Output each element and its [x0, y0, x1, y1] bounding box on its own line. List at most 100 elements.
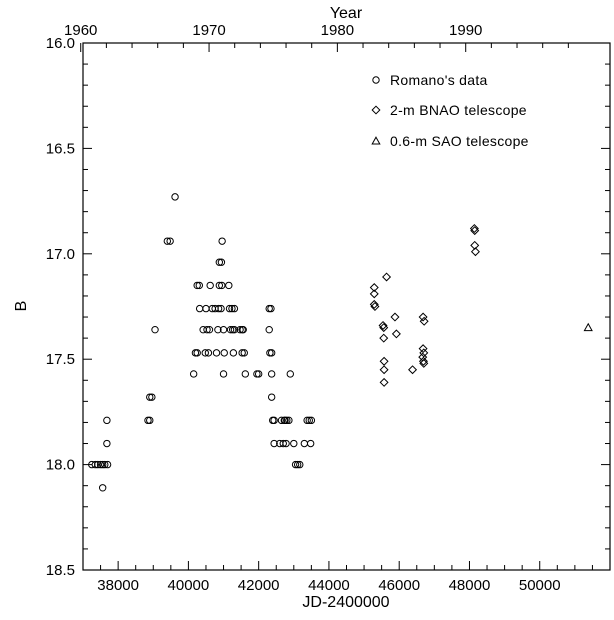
- romano-point: [279, 439, 287, 448]
- y-axis-title: B: [13, 301, 30, 312]
- romano-point: [193, 349, 201, 357]
- romano-point: [239, 325, 247, 334]
- bnao-point: [378, 320, 388, 330]
- y-tick-labels: 16.0 16.5 17.0 17.5 18.0 18.5: [46, 35, 75, 579]
- romano-point: [103, 460, 112, 469]
- romano-point: [103, 439, 111, 448]
- y-tick-label: 17.5: [46, 351, 75, 368]
- romano-point: [219, 325, 228, 334]
- romano-point: [291, 460, 300, 469]
- bnao-point: [469, 223, 479, 234]
- romano-point: [195, 304, 204, 313]
- romano-point: [195, 281, 203, 290]
- year-tick-label: 1970: [192, 22, 225, 39]
- romano-point: [203, 325, 211, 334]
- romano-point: [267, 349, 276, 357]
- bnao-point: [369, 299, 379, 309]
- bnao-point: [390, 312, 400, 322]
- bnao-point: [379, 365, 389, 375]
- bnao-point: [408, 365, 418, 375]
- legend-label-romano: Romano's data: [390, 72, 488, 88]
- x-tick-label: 44000: [308, 577, 350, 594]
- y-tick-label: 18.5: [46, 562, 75, 579]
- romano-point: [307, 416, 316, 425]
- romano-point: [171, 193, 179, 201]
- top-axis-title: Year: [330, 5, 363, 22]
- legend-diamond-marker: [371, 105, 381, 115]
- romano-point: [270, 416, 278, 425]
- bnao-point: [419, 358, 429, 368]
- romano-point: [230, 325, 239, 334]
- romano-point: [205, 325, 214, 334]
- romano-point: [214, 304, 223, 313]
- romano-point: [300, 439, 309, 448]
- romano-point: [214, 325, 222, 334]
- romano-point: [94, 460, 102, 469]
- romano-point: [306, 439, 315, 448]
- romano-point: [101, 460, 109, 469]
- x-tick-label: 42000: [238, 577, 280, 594]
- x-tick-label: 46000: [378, 577, 420, 594]
- romano-point: [215, 281, 224, 290]
- romano-point: [296, 460, 304, 469]
- romano-point: [270, 439, 278, 448]
- romano-point: [286, 370, 294, 378]
- romano-point: [267, 370, 276, 378]
- romano-point: [189, 370, 198, 378]
- romano-point: [283, 416, 291, 425]
- y-tick-label: 17.0: [46, 246, 75, 263]
- bnao-point: [470, 226, 480, 236]
- romano-point: [229, 349, 238, 357]
- romano-point: [228, 304, 236, 313]
- x-tick-label: 48000: [449, 577, 491, 594]
- legend-label-sao: 0.6-m SAO telescope: [390, 133, 529, 149]
- romano-point: [241, 370, 250, 378]
- romano-point: [193, 281, 201, 290]
- bnao-point: [379, 377, 389, 387]
- x-axis-title: JD-2400000: [302, 594, 389, 611]
- year-tick-label: 1960: [64, 22, 97, 39]
- romano-point: [218, 281, 226, 290]
- legend-diamond-icon: [371, 105, 381, 115]
- romano-point: [265, 325, 273, 334]
- bnao-point: [379, 323, 389, 333]
- legend-circle-icon: [372, 76, 380, 84]
- y-tick-label: 16.0: [46, 35, 75, 52]
- romano-point: [206, 281, 214, 290]
- romano-point: [148, 393, 156, 401]
- romano-point: [215, 258, 224, 266]
- legend-triangle-icon: [371, 136, 381, 145]
- x-tick-label: 50000: [519, 577, 561, 594]
- y-tick-label: 16.5: [46, 140, 75, 157]
- romano-point: [96, 460, 105, 469]
- year-tick-label: 1990: [449, 22, 482, 39]
- romano-point: [293, 460, 302, 469]
- legend-triangle-marker: [371, 136, 381, 145]
- romano-point: [240, 349, 248, 357]
- romano-point: [163, 237, 172, 245]
- romano-point: [225, 304, 234, 313]
- romano-point: [290, 439, 298, 448]
- legend: Romano's data 2-m BNAO telescope 0.6-m S…: [371, 72, 529, 149]
- bnao-point: [419, 316, 429, 326]
- romano-point: [218, 237, 226, 245]
- bnao-point: [418, 312, 428, 322]
- romano-point: [146, 393, 154, 401]
- bnao-point: [470, 247, 480, 257]
- romano-point: [236, 325, 244, 334]
- romano-point: [267, 304, 275, 313]
- bnao-point: [418, 344, 428, 354]
- bnao-point: [391, 329, 401, 339]
- romano-point: [151, 325, 159, 334]
- x-tick-label: 38000: [97, 577, 139, 594]
- romano-point: [225, 281, 233, 290]
- romano-point: [254, 370, 263, 378]
- year-tick-label: 1980: [321, 22, 354, 39]
- romano-point: [98, 484, 107, 492]
- year-tick-labels: 1960 1970 1980 1990: [64, 22, 482, 39]
- romano-point: [277, 416, 286, 425]
- romano-point: [305, 416, 313, 425]
- x-tick-labels: 38000 40000 42000 44000 46000 48000 50000: [97, 577, 560, 594]
- romano-point: [219, 370, 228, 378]
- romano-point: [238, 349, 246, 357]
